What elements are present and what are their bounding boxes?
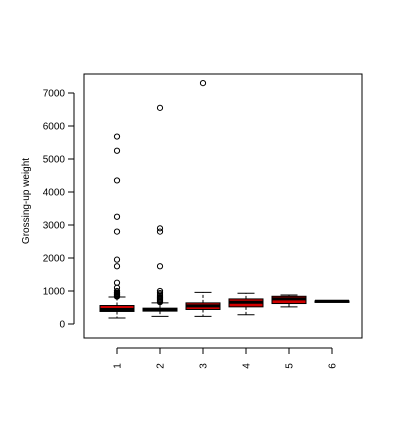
box-4 bbox=[228, 292, 264, 316]
y-tick-label: 1000 bbox=[43, 287, 66, 298]
outlier-point bbox=[113, 177, 121, 184]
x-tick-label: 3 bbox=[199, 363, 210, 369]
box-3 bbox=[185, 80, 221, 317]
y-tick-label: 0 bbox=[59, 320, 65, 331]
x-tick-label: 5 bbox=[285, 363, 296, 369]
x-axis: 1 2 3 4 5 6 bbox=[113, 347, 339, 369]
x-tick-label: 6 bbox=[328, 363, 339, 369]
outlier-point bbox=[113, 279, 121, 286]
x-tick-label: 1 bbox=[113, 363, 124, 369]
outlier-point bbox=[199, 80, 207, 87]
plot-frame bbox=[83, 73, 363, 339]
box-1 bbox=[99, 133, 135, 319]
outlier-point bbox=[156, 228, 164, 235]
boxes-layer bbox=[99, 80, 350, 319]
outlier-point bbox=[113, 133, 121, 140]
outlier-point bbox=[156, 299, 164, 306]
y-tick-label: 4000 bbox=[43, 188, 66, 199]
box-6 bbox=[314, 299, 350, 303]
outlier-point bbox=[113, 293, 121, 300]
outlier-point bbox=[113, 228, 121, 235]
x-tick-label: 2 bbox=[156, 363, 167, 369]
y-tick-label: 6000 bbox=[43, 122, 66, 133]
box-5 bbox=[271, 294, 307, 308]
outlier-point bbox=[156, 104, 164, 111]
y-tick-label: 5000 bbox=[43, 155, 66, 166]
box-2 bbox=[142, 104, 178, 317]
y-tick-label: 7000 bbox=[43, 89, 66, 100]
outlier-point bbox=[113, 147, 121, 154]
y-tick-label: 3000 bbox=[43, 221, 66, 232]
y-axis-title: Grossing-up weight bbox=[21, 158, 32, 244]
x-tick-label: 4 bbox=[242, 363, 253, 369]
y-tick-label: 2000 bbox=[43, 254, 66, 265]
outlier-point bbox=[113, 213, 121, 220]
outlier-point bbox=[113, 256, 121, 263]
outlier-point bbox=[113, 263, 121, 270]
outlier-point bbox=[156, 225, 164, 232]
y-axis: 0 1000 2000 3000 4000 5000 6000 7000 bbox=[43, 89, 75, 331]
outlier-point bbox=[156, 263, 164, 270]
outlier-point bbox=[156, 287, 164, 295]
